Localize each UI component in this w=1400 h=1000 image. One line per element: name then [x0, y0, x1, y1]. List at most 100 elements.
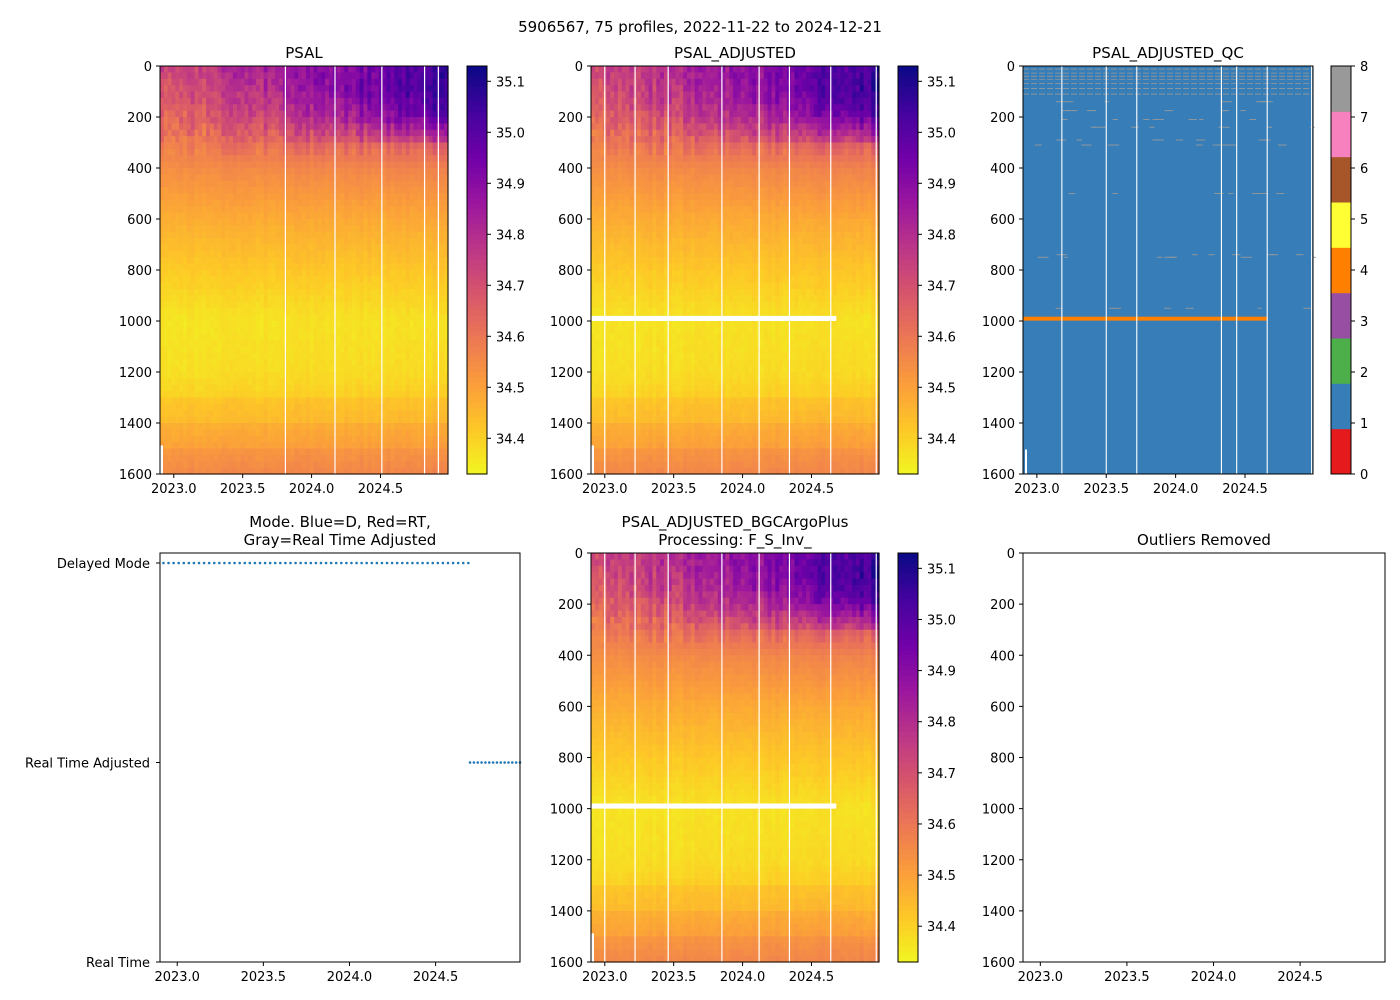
psal-cell — [252, 78, 257, 86]
psal-cell — [325, 435, 330, 443]
psal-cell — [352, 257, 357, 265]
psal-cell — [398, 250, 403, 258]
psal-cell — [236, 225, 242, 233]
psal-cell — [390, 301, 395, 309]
psal-cell — [309, 250, 315, 258]
psal-cell — [202, 397, 207, 405]
psal-cell — [378, 244, 384, 252]
psal-cell — [375, 206, 380, 214]
psal-cell — [432, 161, 438, 169]
psal-cell — [321, 180, 326, 188]
psal-cell — [248, 66, 253, 73]
psal-cell — [378, 193, 384, 201]
psal-cell — [390, 289, 395, 297]
psal-cell — [302, 91, 307, 99]
psal-cell — [398, 187, 403, 195]
psal-cell — [279, 206, 284, 214]
psal-cell — [363, 352, 368, 360]
psal-cell — [367, 136, 372, 144]
psal_adj-cell — [591, 238, 596, 246]
psal-cell — [240, 148, 246, 156]
psal_adj-cell — [591, 333, 596, 341]
psal-cell — [432, 423, 438, 430]
psal-cell — [275, 314, 280, 322]
psal-cell — [417, 346, 422, 354]
psal-cell — [190, 467, 196, 475]
psal-cell — [259, 180, 265, 188]
psal-cell — [209, 340, 215, 348]
psal-cell — [417, 85, 422, 93]
psal-cell — [163, 174, 169, 182]
psal-cell — [232, 123, 238, 131]
psal-cell — [302, 308, 307, 316]
psal-cell — [440, 155, 445, 163]
psal-cell — [298, 308, 303, 316]
psal-cell — [271, 142, 276, 150]
psal-cell — [440, 263, 445, 271]
psal-cell — [298, 66, 303, 73]
psal-colorbar-segment — [467, 392, 487, 399]
psal-cell — [305, 301, 311, 309]
psal-cell — [194, 78, 199, 86]
psal-cell — [417, 454, 422, 462]
psal-cell — [179, 219, 184, 226]
psal-cell — [382, 346, 388, 354]
psal-cell — [382, 429, 388, 437]
psal-cell — [286, 180, 292, 188]
psal-cell — [186, 187, 192, 195]
psal-cell — [171, 244, 176, 252]
psal-cell — [317, 91, 322, 99]
psal-cell — [298, 403, 303, 411]
psal-cell — [290, 66, 295, 73]
psal-cell — [225, 238, 230, 246]
psal-cell — [367, 91, 372, 99]
psal-cell — [313, 359, 319, 367]
psal-cell — [263, 467, 269, 475]
psal-cell — [352, 378, 357, 386]
psal-cell — [328, 148, 334, 156]
psal-cell — [160, 129, 165, 137]
psal-cell — [394, 333, 399, 341]
psal-cell — [160, 136, 165, 144]
psal-cell — [194, 244, 199, 252]
psal-cell — [244, 442, 249, 450]
psal-cell — [398, 435, 403, 443]
psal-cell — [440, 199, 445, 207]
psal-cell — [355, 66, 361, 73]
psal-cell — [313, 148, 319, 156]
psal-cell — [240, 308, 246, 316]
psal-cell — [171, 372, 176, 379]
psal-cell — [267, 403, 272, 411]
psal-cell — [236, 174, 242, 182]
psal-cell — [221, 461, 226, 469]
psal-cell — [240, 346, 246, 354]
psal-cell — [279, 148, 284, 156]
psal-cell — [382, 372, 388, 379]
psal-cell — [221, 391, 226, 399]
psal-cell — [328, 66, 334, 73]
psal-cell — [409, 359, 415, 367]
psal-cell — [202, 352, 207, 360]
psal-cell — [321, 403, 326, 411]
psal-cell — [355, 180, 361, 188]
psal-cell — [344, 199, 349, 207]
psal-cell — [286, 212, 292, 220]
psal-cell — [186, 365, 192, 373]
psal-cell — [363, 168, 368, 175]
psal-cell — [355, 97, 361, 105]
psal-cell — [213, 257, 219, 265]
psal-cell — [394, 244, 399, 252]
psal-cell — [286, 435, 292, 443]
psal-cell — [348, 142, 353, 150]
psal-cell — [325, 85, 330, 93]
psal-cell — [336, 225, 342, 233]
psal-cell — [409, 136, 415, 144]
psal-cell — [221, 66, 226, 73]
psal-cell — [267, 308, 272, 316]
psal-cell — [256, 301, 261, 309]
psal-cell — [252, 206, 257, 214]
psal-cell — [378, 110, 384, 118]
psal_adj-cell — [591, 384, 596, 392]
psal-cell — [302, 461, 307, 469]
psal-cell — [386, 295, 391, 303]
